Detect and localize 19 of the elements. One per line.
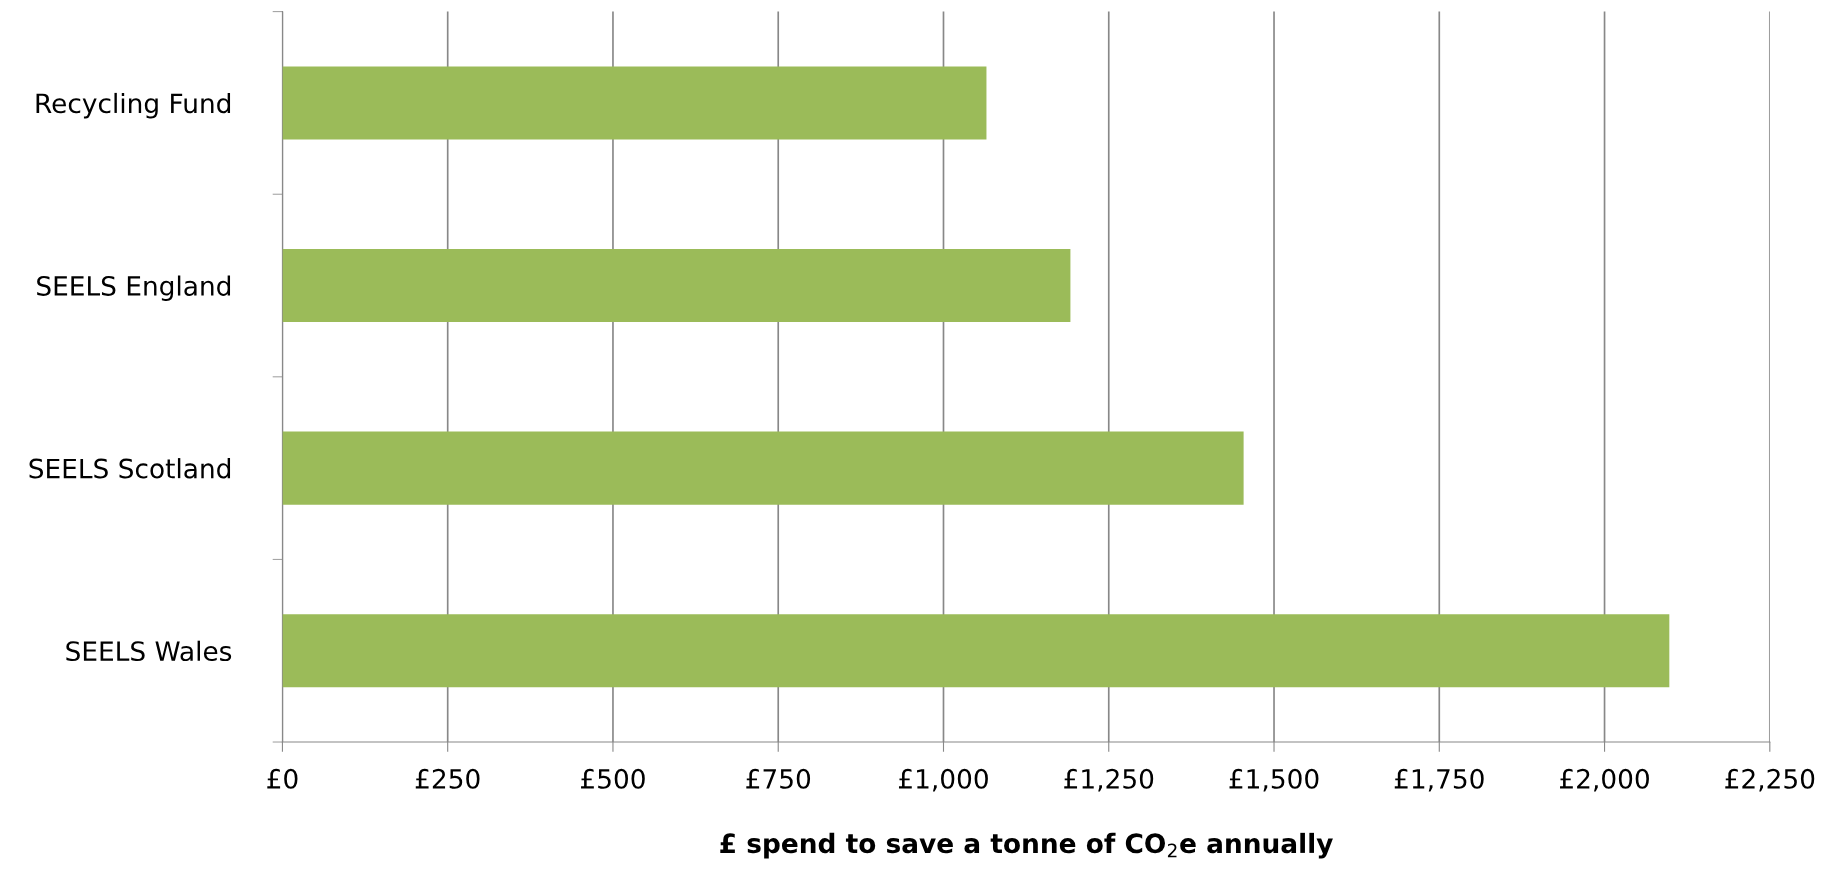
x-tick-label: £500	[581, 768, 645, 789]
x-tick-label: £250	[415, 768, 480, 789]
x-tick-label: £0	[267, 768, 298, 789]
x-tick-label: £1,000	[898, 768, 988, 792]
bar	[282, 614, 1670, 688]
bar	[282, 66, 987, 140]
x-tick-label: £1,250	[1064, 768, 1154, 792]
y-tick-label: SEELS Scotland	[29, 458, 231, 479]
x-tick-label: £2,250	[1725, 768, 1815, 792]
x-axis-title: £ spend to save a tonne of CO$_{2}$e annually	[720, 832, 1333, 859]
bar	[282, 431, 1244, 505]
x-tick-label: £750	[746, 768, 811, 789]
y-tick-label: Recycling Fund	[36, 92, 231, 119]
x-tick-label: £2,000	[1560, 768, 1649, 792]
y-tick-label: SEELS England	[37, 275, 231, 302]
bar	[282, 249, 1071, 323]
x-tick-label: £1,750	[1394, 768, 1484, 792]
y-tick-label: SEELS Wales	[66, 640, 232, 662]
x-tick-label: £1,500	[1229, 768, 1319, 792]
